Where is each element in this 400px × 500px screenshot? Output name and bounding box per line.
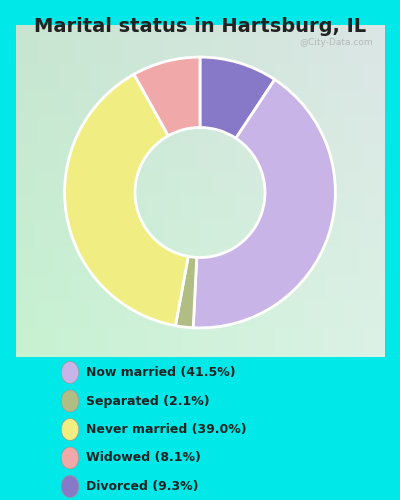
Text: Marital status in Hartsburg, IL: Marital status in Hartsburg, IL: [34, 18, 366, 36]
Wedge shape: [200, 57, 275, 138]
Text: Widowed (8.1%): Widowed (8.1%): [86, 452, 201, 464]
Text: Separated (2.1%): Separated (2.1%): [86, 394, 210, 407]
Wedge shape: [134, 57, 200, 136]
Text: Never married (39.0%): Never married (39.0%): [86, 423, 247, 436]
Text: @City-Data.com: @City-Data.com: [299, 38, 373, 48]
Wedge shape: [64, 74, 188, 326]
Text: Now married (41.5%): Now married (41.5%): [86, 366, 236, 379]
Wedge shape: [193, 80, 336, 328]
Text: Divorced (9.3%): Divorced (9.3%): [86, 480, 198, 493]
Wedge shape: [176, 256, 197, 328]
